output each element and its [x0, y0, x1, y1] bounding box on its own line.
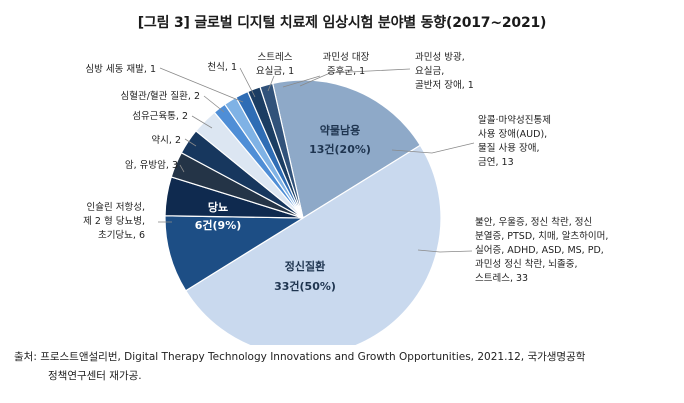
leader-lines [158, 67, 475, 253]
outside-label-substance: 알콜·마약성진통제 사용 장애(AUD), 물질 사용 장애, 금연, 13 [478, 114, 551, 168]
leader-line-cancer [179, 164, 185, 173]
outside-label-amblyopia: 약시, 2 [151, 134, 181, 146]
outside-label-diabetes: 인슐린 저항성, 제 2 형 당뇨병, 초기당뇨, 6 [83, 202, 145, 241]
leader-line-afib [159, 67, 244, 103]
slice-labels: 알콜·마약성진통제 사용 장애(AUD), 물질 사용 장애, 금연, 13 약물남용 1… [83, 51, 608, 293]
outside-label-asthma: 천식, 1 [207, 62, 237, 73]
leader-line-ibs [282, 75, 321, 88]
outside-label-mental: 불안, 우울증, 정신 착란, 정신 분열증, PTSD, 치매, 알츠하이머, 실… [475, 216, 608, 284]
leader-line-fibromyalgia [191, 115, 213, 129]
pie-slice-diabetes [164, 215, 306, 292]
leader-line-incontinence [267, 75, 275, 92]
outside-label-ibs: 과민성 대장 증후군, 1 [323, 52, 370, 77]
pie-slice-mental [184, 144, 442, 345]
leader-line-amblyopia [184, 138, 197, 147]
leader-line-bladder [299, 68, 411, 87]
source-line-1: 출처: 프로스트앤설리번, Digital Therapy Technology… [14, 351, 586, 363]
leader-line-mental [417, 249, 473, 253]
outside-label-cancer: 암, 유방암, 3 [125, 159, 178, 171]
inside-label-count-mental: 33건(50%) [274, 279, 336, 293]
outside-label-bladder: 과민성 방광, 요실금, 골반저 장애, 1 [415, 51, 474, 91]
pie-chart: 알콜·마약성진통제 사용 장애(AUD), 물질 사용 장애, 금연, 13 약물남용 1… [83, 51, 608, 345]
outside-label-afib: 심방 세동 재발, 1 [85, 64, 156, 75]
inside-label-count-diabetes: 6건(9%) [195, 218, 242, 232]
outside-label-cardio: 심혈관/혈관 질환, 2 [121, 90, 200, 102]
pie-slice-bladder [259, 82, 304, 219]
leader-line-cardio [203, 95, 225, 113]
inside-label-name-substance: 약물남용 [320, 123, 360, 137]
inside-label-name-mental: 정신질환 [285, 259, 325, 273]
chart-title: [그림 3] 글로벌 디지털 치료제 임상시험 분야별 동향(2017~2021… [137, 15, 547, 31]
inside-label-count-substance: 13건(20%) [309, 142, 371, 156]
outside-label-incontinence: 스트레스 요실금, 1 [256, 52, 294, 77]
leader-line-substance [391, 142, 475, 154]
pie-slices [164, 79, 442, 345]
outside-label-fibromyalgia: 섬유근육통, 2 [132, 111, 188, 122]
leader-line-asthma [239, 67, 256, 98]
inside-label-name-diabetes: 당뇨 [208, 200, 228, 214]
pie-slice-substance [271, 79, 422, 219]
source-line-2: 정책연구센터 재가공. [48, 370, 142, 382]
source-note: 출처: 프로스트앤설리번, Digital Therapy Technology… [14, 348, 674, 386]
